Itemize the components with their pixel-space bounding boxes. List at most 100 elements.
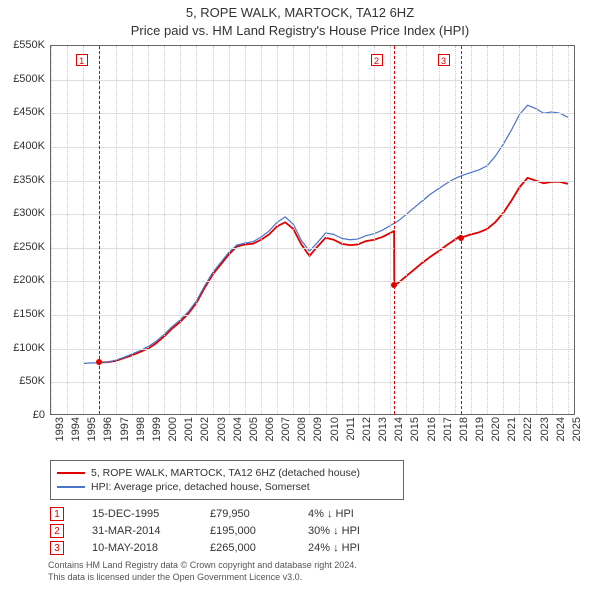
- transaction-price: £265,000: [210, 542, 280, 554]
- v-gridline: [293, 46, 294, 414]
- x-axis-label: 2013: [377, 417, 389, 441]
- transaction-index-box: 1: [50, 507, 64, 521]
- v-gridline: [164, 46, 165, 414]
- y-axis-label: £500K: [0, 73, 45, 85]
- x-axis-label: 1997: [119, 417, 131, 441]
- x-axis-label: 2003: [216, 417, 228, 441]
- x-axis-label: 2010: [329, 417, 341, 441]
- v-gridline: [568, 46, 569, 414]
- x-axis-label: 2006: [264, 417, 276, 441]
- transactions-table: 1 15-DEC-1995 £79,950 4% ↓ HPI 231-MAR-2014£…: [50, 504, 398, 558]
- legend-row: 5, ROPE WALK, MARTOCK, TA12 6HZ (detache…: [57, 467, 397, 479]
- h-gridline: [51, 214, 574, 215]
- x-axis-label: 2002: [199, 417, 211, 441]
- y-axis-label: £100K: [0, 342, 45, 354]
- v-gridline: [439, 46, 440, 414]
- transaction-index-box: 2: [50, 524, 64, 538]
- y-axis-label: £550K: [0, 39, 45, 51]
- x-axis-label: 2015: [409, 417, 421, 441]
- y-axis-label: £300K: [0, 207, 45, 219]
- v-gridline: [213, 46, 214, 414]
- transaction-date: 10-MAY-2018: [92, 542, 182, 554]
- chart-subtitle: Price paid vs. HM Land Registry's House …: [0, 22, 600, 40]
- footer-line-2: This data is licensed under the Open Gov…: [48, 572, 357, 584]
- legend-box: 5, ROPE WALK, MARTOCK, TA12 6HZ (detache…: [50, 460, 404, 500]
- h-gridline: [51, 315, 574, 316]
- transaction-row: 1 15-DEC-1995 £79,950 4% ↓ HPI: [50, 507, 398, 521]
- x-axis-label: 2024: [555, 417, 567, 441]
- transaction-row: 231-MAR-2014£195,00030% ↓ HPI: [50, 524, 398, 538]
- v-gridline: [277, 46, 278, 414]
- v-gridline: [423, 46, 424, 414]
- transaction-marker-line: [394, 46, 395, 414]
- x-axis-label: 2020: [490, 417, 502, 441]
- h-gridline: [51, 349, 574, 350]
- x-axis-label: 2025: [571, 417, 583, 441]
- x-axis-label: 2004: [232, 417, 244, 441]
- h-gridline: [51, 181, 574, 182]
- x-axis-label: 2023: [539, 417, 551, 441]
- transaction-delta: 30% ↓ HPI: [308, 525, 398, 537]
- transaction-marker-label: 1: [76, 54, 88, 66]
- attribution-footer: Contains HM Land Registry data © Crown c…: [48, 560, 357, 583]
- series-red: [99, 178, 568, 362]
- x-axis-label: 2018: [458, 417, 470, 441]
- transaction-price: £79,950: [210, 508, 280, 520]
- legend-row: HPI: Average price, detached house, Some…: [57, 481, 397, 493]
- v-gridline: [374, 46, 375, 414]
- y-axis-label: £450K: [0, 106, 45, 118]
- v-gridline: [406, 46, 407, 414]
- v-gridline: [51, 46, 52, 414]
- x-axis-label: 1995: [86, 417, 98, 441]
- v-gridline: [261, 46, 262, 414]
- plot-area: 123: [50, 45, 575, 415]
- h-gridline: [51, 113, 574, 114]
- x-axis-label: 2011: [345, 417, 357, 441]
- y-axis-label: £400K: [0, 140, 45, 152]
- x-axis-label: 2000: [167, 417, 179, 441]
- x-axis-label: 2014: [393, 417, 405, 441]
- v-gridline: [552, 46, 553, 414]
- v-gridline: [536, 46, 537, 414]
- transaction-dot: [391, 282, 397, 288]
- x-axis-label: 2005: [248, 417, 260, 441]
- v-gridline: [358, 46, 359, 414]
- transaction-index-box: 3: [50, 541, 64, 555]
- x-axis-label: 2022: [522, 417, 534, 441]
- x-axis-label: 2012: [361, 417, 373, 441]
- transaction-delta: 4% ↓ HPI: [308, 508, 398, 520]
- x-axis-label: 2021: [506, 417, 518, 441]
- y-axis-label: £250K: [0, 241, 45, 253]
- transaction-date: 15-DEC-1995: [92, 508, 182, 520]
- x-axis-label: 1996: [102, 417, 114, 441]
- v-gridline: [326, 46, 327, 414]
- transaction-dot: [96, 359, 102, 365]
- y-axis-label: £0: [0, 409, 45, 421]
- x-axis-label: 1993: [54, 417, 66, 441]
- transaction-dot: [458, 235, 464, 241]
- v-gridline: [116, 46, 117, 414]
- v-gridline: [471, 46, 472, 414]
- legend-label: HPI: Average price, detached house, Some…: [91, 481, 310, 493]
- x-axis-label: 2001: [183, 417, 195, 441]
- chart-title-address: 5, ROPE WALK, MARTOCK, TA12 6HZ: [0, 0, 600, 22]
- transaction-delta: 24% ↓ HPI: [308, 542, 398, 554]
- x-axis-label: 2017: [442, 417, 454, 441]
- h-gridline: [51, 281, 574, 282]
- x-axis-label: 1999: [151, 417, 163, 441]
- v-gridline: [390, 46, 391, 414]
- y-axis-label: £150K: [0, 308, 45, 320]
- x-axis-label: 1998: [135, 417, 147, 441]
- y-axis-label: £200K: [0, 274, 45, 286]
- transaction-marker-line: [461, 46, 462, 414]
- legend-swatch: [57, 472, 85, 474]
- v-gridline: [148, 46, 149, 414]
- footer-line-1: Contains HM Land Registry data © Crown c…: [48, 560, 357, 572]
- v-gridline: [67, 46, 68, 414]
- plot-wrap: 123 £0£50K£100K£150K£200K£250K£300K£350K…: [50, 45, 575, 415]
- x-axis-label: 2007: [280, 417, 292, 441]
- h-gridline: [51, 248, 574, 249]
- h-gridline: [51, 147, 574, 148]
- v-gridline: [309, 46, 310, 414]
- v-gridline: [196, 46, 197, 414]
